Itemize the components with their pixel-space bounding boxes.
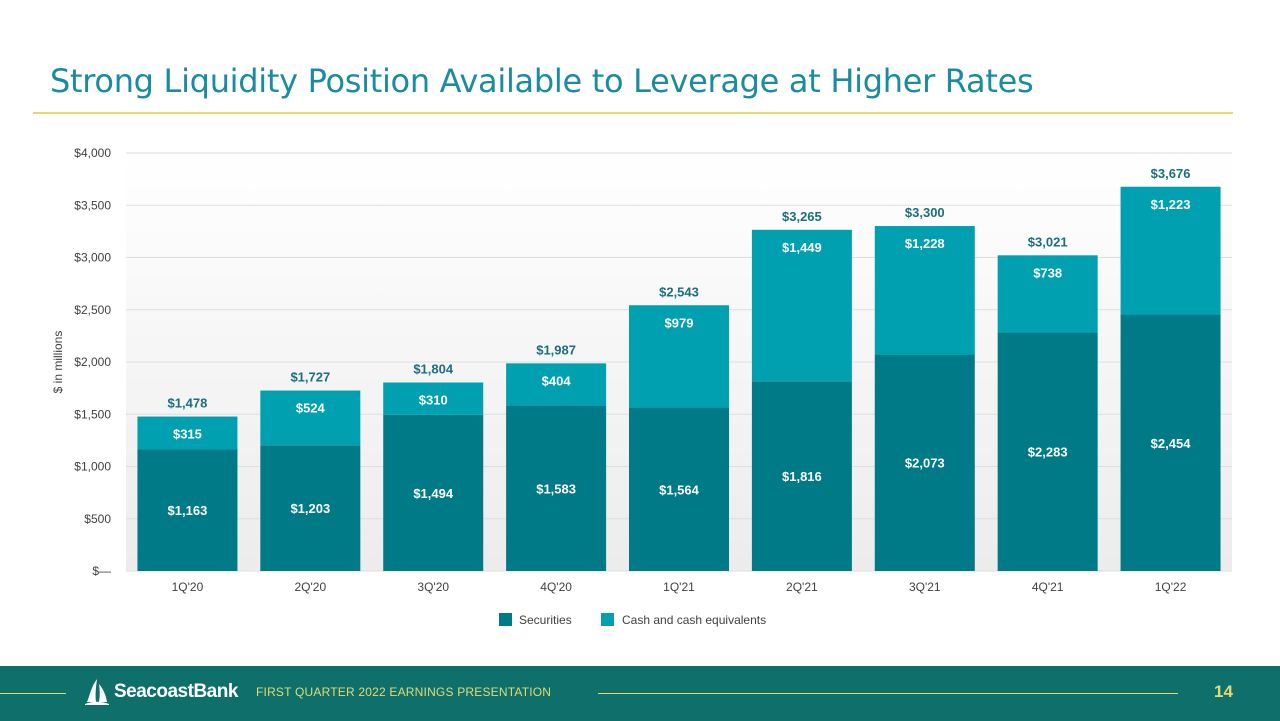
bar-securities: [260, 445, 361, 571]
page-title: Strong Liquidity Position Available to L…: [50, 62, 1034, 100]
bar-cash: [997, 255, 1098, 333]
bar-securities: [629, 407, 729, 571]
legend-label-securities: Securities: [519, 613, 572, 627]
bar-securities: [137, 449, 238, 571]
legend-swatch-securities: [499, 613, 512, 626]
bar-cash: [629, 305, 729, 408]
data-label-securities: $1,203: [290, 501, 330, 516]
data-label-cash: $1,228: [905, 236, 945, 251]
y-tick-label: $—: [92, 564, 111, 578]
bar-securities: [997, 332, 1098, 571]
data-label-total: $3,676: [1151, 166, 1191, 181]
footer-rule-right: [598, 693, 1178, 694]
bar-cash: [874, 226, 975, 355]
bar-securities: [383, 414, 484, 571]
data-label-securities: $1,583: [536, 481, 576, 496]
data-label-cash: $404: [542, 373, 572, 388]
x-tick-label: 2Q'20: [295, 580, 327, 594]
bar-securities: [874, 354, 975, 571]
data-label-securities: $1,163: [168, 503, 208, 518]
x-tick-label: 4Q'20: [540, 580, 572, 594]
data-label-total: $1,804: [413, 361, 454, 376]
data-label-cash: $310: [419, 392, 448, 407]
x-tick-label: 2Q'21: [786, 580, 818, 594]
y-tick-label: $1,500: [74, 407, 111, 421]
data-label-securities: $2,073: [905, 456, 945, 471]
logo-text: SeacoastBank: [114, 681, 238, 702]
data-label-cash: $738: [1033, 265, 1062, 280]
data-label-securities: $2,283: [1028, 445, 1068, 460]
bar-cash: [260, 390, 361, 446]
data-label-total: $1,727: [290, 370, 330, 385]
data-label-securities: $1,494: [413, 486, 454, 501]
y-tick-label: $2,500: [74, 303, 111, 317]
y-tick-label: $2,000: [74, 355, 111, 369]
x-tick-label: 1Q'20: [172, 580, 204, 594]
legend-swatch-cash: [601, 613, 614, 626]
footer-rule-left: [0, 693, 66, 694]
bar-securities: [751, 381, 852, 571]
y-tick-label: $3,500: [74, 198, 111, 212]
data-label-cash: $1,223: [1151, 197, 1191, 212]
page-number: 14: [1214, 682, 1233, 701]
y-tick-label: $500: [84, 512, 111, 526]
data-label-cash: $524: [296, 401, 326, 416]
seacoast-logo: SeacoastBank: [84, 678, 238, 706]
bar-cash: [506, 363, 607, 406]
data-label-total: $2,543: [659, 284, 699, 299]
x-tick-label: 3Q'20: [417, 580, 449, 594]
data-label-total: $3,021: [1028, 234, 1068, 249]
liquidity-chart: $— $500 $1,000 $1,500 $2,000 $2,500 $3,000 $3,5…: [51, 146, 1232, 627]
data-label-total: $3,300: [905, 205, 945, 220]
data-label-cash: $315: [173, 427, 202, 442]
title-divider: [33, 112, 1233, 114]
y-tick-label: $3,000: [74, 251, 111, 265]
y-axis-label: $ in millions: [51, 331, 65, 394]
footer-band: SeacoastBank FIRST QUARTER 2022 EARNINGS…: [0, 666, 1280, 721]
y-tick-label: $1,000: [74, 460, 111, 474]
x-tick-label: 1Q'21: [663, 580, 695, 594]
bar-cash: [137, 416, 238, 450]
sail-logo-icon: [85, 679, 109, 705]
x-tick-label: 1Q'22: [1155, 580, 1187, 594]
data-label-total: $1,478: [168, 396, 208, 411]
data-label-total: $3,265: [782, 209, 822, 224]
data-label-securities: $1,816: [782, 469, 822, 484]
footer-caption: FIRST QUARTER 2022 EARNINGS PRESENTATION: [256, 685, 552, 699]
bar-securities: [506, 405, 607, 571]
y-tick-label: $4,000: [74, 146, 111, 160]
data-label-securities: $2,454: [1151, 436, 1192, 451]
legend-label-cash: Cash and cash equivalents: [622, 613, 766, 627]
data-label-total: $1,987: [536, 342, 576, 357]
bar-cash: [383, 382, 484, 415]
x-tick-label: 4Q'21: [1032, 580, 1064, 594]
bar-cash: [751, 229, 852, 382]
data-label-cash: $979: [665, 315, 694, 330]
x-tick-label: 3Q'21: [909, 580, 941, 594]
data-label-securities: $1,564: [659, 482, 700, 497]
data-label-cash: $1,449: [782, 240, 822, 255]
bar-cash: [1120, 186, 1221, 315]
legend: Securities Cash and cash equivalents: [499, 613, 766, 627]
bar-securities: [1120, 314, 1221, 571]
